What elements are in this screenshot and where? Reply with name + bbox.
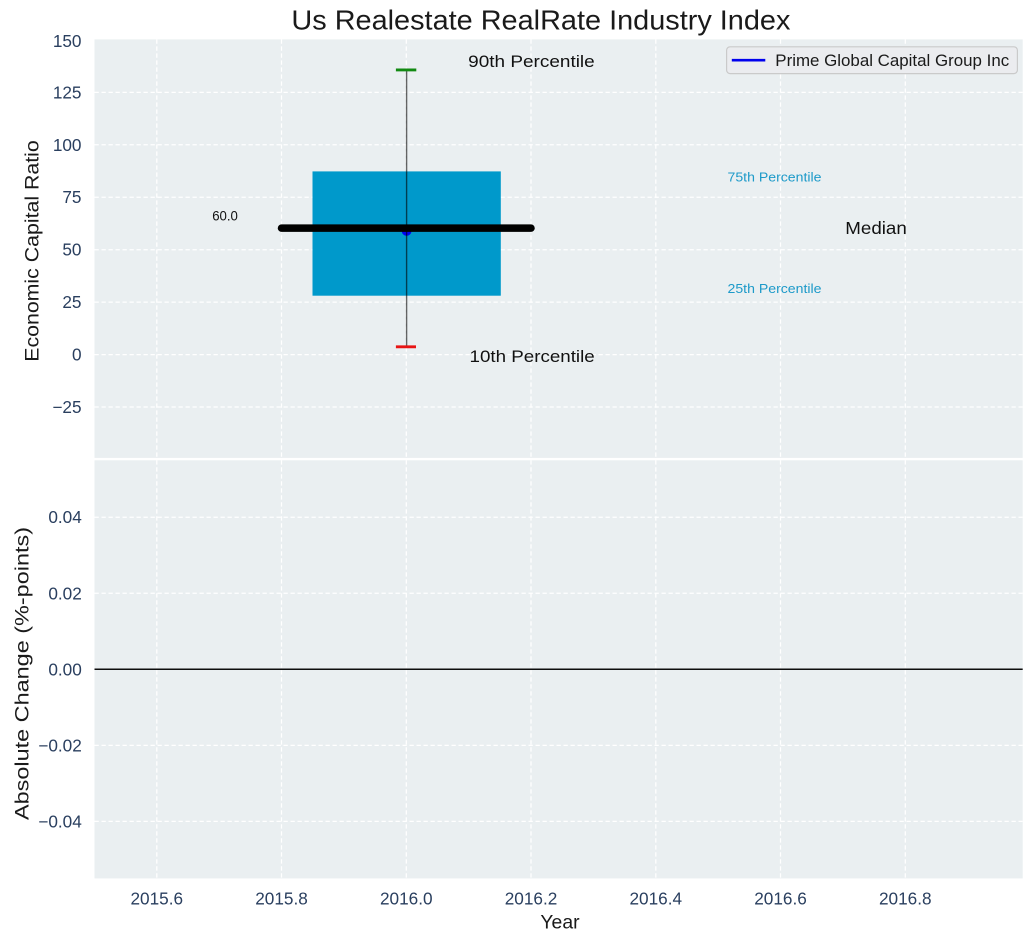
svg-text:75th Percentile: 75th Percentile: [728, 170, 822, 185]
svg-text:2015.8: 2015.8: [255, 889, 308, 909]
svg-text:0.04: 0.04: [48, 507, 82, 527]
svg-text:Economic Capital Ratio: Economic Capital Ratio: [22, 140, 44, 362]
svg-text:75: 75: [62, 187, 81, 207]
svg-text:50: 50: [62, 240, 81, 260]
svg-text:0: 0: [72, 345, 82, 365]
svg-text:150: 150: [53, 31, 82, 51]
svg-text:−25: −25: [52, 397, 81, 417]
svg-text:Absolute Change (%-points): Absolute Change (%-points): [12, 527, 34, 820]
svg-text:25th Percentile: 25th Percentile: [728, 281, 822, 296]
svg-text:Median: Median: [845, 218, 907, 238]
svg-text:25: 25: [62, 292, 81, 312]
svg-text:2016.8: 2016.8: [879, 889, 932, 909]
svg-text:0.02: 0.02: [48, 583, 81, 603]
svg-text:Prime Global Capital Group Inc: Prime Global Capital Group Inc: [775, 51, 1009, 70]
svg-text:−0.04: −0.04: [38, 811, 82, 831]
svg-text:10th Percentile: 10th Percentile: [470, 347, 595, 366]
svg-text:2016.0: 2016.0: [380, 889, 433, 909]
svg-text:0.00: 0.00: [48, 659, 81, 679]
svg-text:Us Realestate RealRate Industr: Us Realestate RealRate Industry Index: [291, 4, 790, 35]
svg-text:−0.02: −0.02: [38, 735, 82, 755]
svg-text:90th Percentile: 90th Percentile: [468, 52, 595, 71]
svg-text:2015.6: 2015.6: [131, 889, 184, 909]
svg-text:100: 100: [53, 135, 82, 155]
svg-text:2016.2: 2016.2: [505, 889, 558, 909]
svg-text:125: 125: [53, 82, 82, 102]
svg-text:Year: Year: [540, 912, 580, 934]
svg-text:60.0: 60.0: [212, 208, 238, 224]
svg-text:2016.4: 2016.4: [630, 889, 683, 909]
svg-text:2016.6: 2016.6: [754, 889, 807, 909]
